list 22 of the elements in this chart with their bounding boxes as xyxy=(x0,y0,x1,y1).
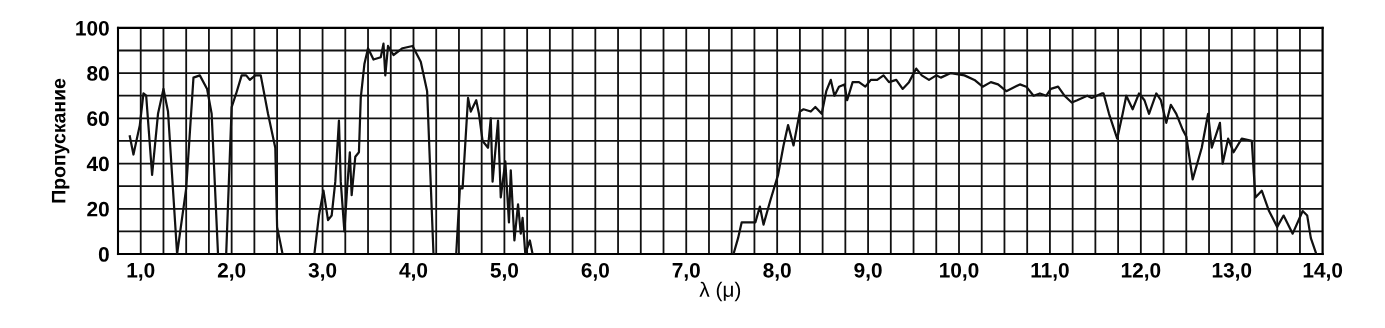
y-tick-label: 100 xyxy=(76,20,109,36)
x-tick-label: 3,0 xyxy=(308,262,337,281)
x-tick-label: 4,0 xyxy=(399,262,428,281)
x-tick-label: 9,0 xyxy=(854,262,882,281)
x-tick-label: 2,0 xyxy=(217,262,246,281)
x-tick-label: 1,0 xyxy=(127,262,155,281)
x-tick-label: 11,0 xyxy=(1031,262,1069,281)
x-tick-label: 10,0 xyxy=(940,262,979,281)
x-tick-label: 6,0 xyxy=(581,262,609,281)
x-tick-label: 12,0 xyxy=(1121,262,1161,281)
y-tick-label: 60 xyxy=(87,111,109,127)
y-tick-label: 0 xyxy=(98,247,109,262)
x-tick-label: 14,0 xyxy=(1303,262,1343,281)
x-tick-label: 8,0 xyxy=(763,262,791,281)
x-tick-label: 7,0 xyxy=(672,262,700,281)
x-tick-label: 5,0 xyxy=(490,262,519,281)
x-tick-label: 13,0 xyxy=(1212,262,1252,281)
y-tick-label: 80 xyxy=(87,66,109,81)
y-tick-label: 40 xyxy=(86,156,109,172)
y-tick-label: 20 xyxy=(87,201,109,217)
x-axis-title: λ (μ) xyxy=(699,281,741,302)
y-axis-title: Пропускание xyxy=(51,78,70,203)
